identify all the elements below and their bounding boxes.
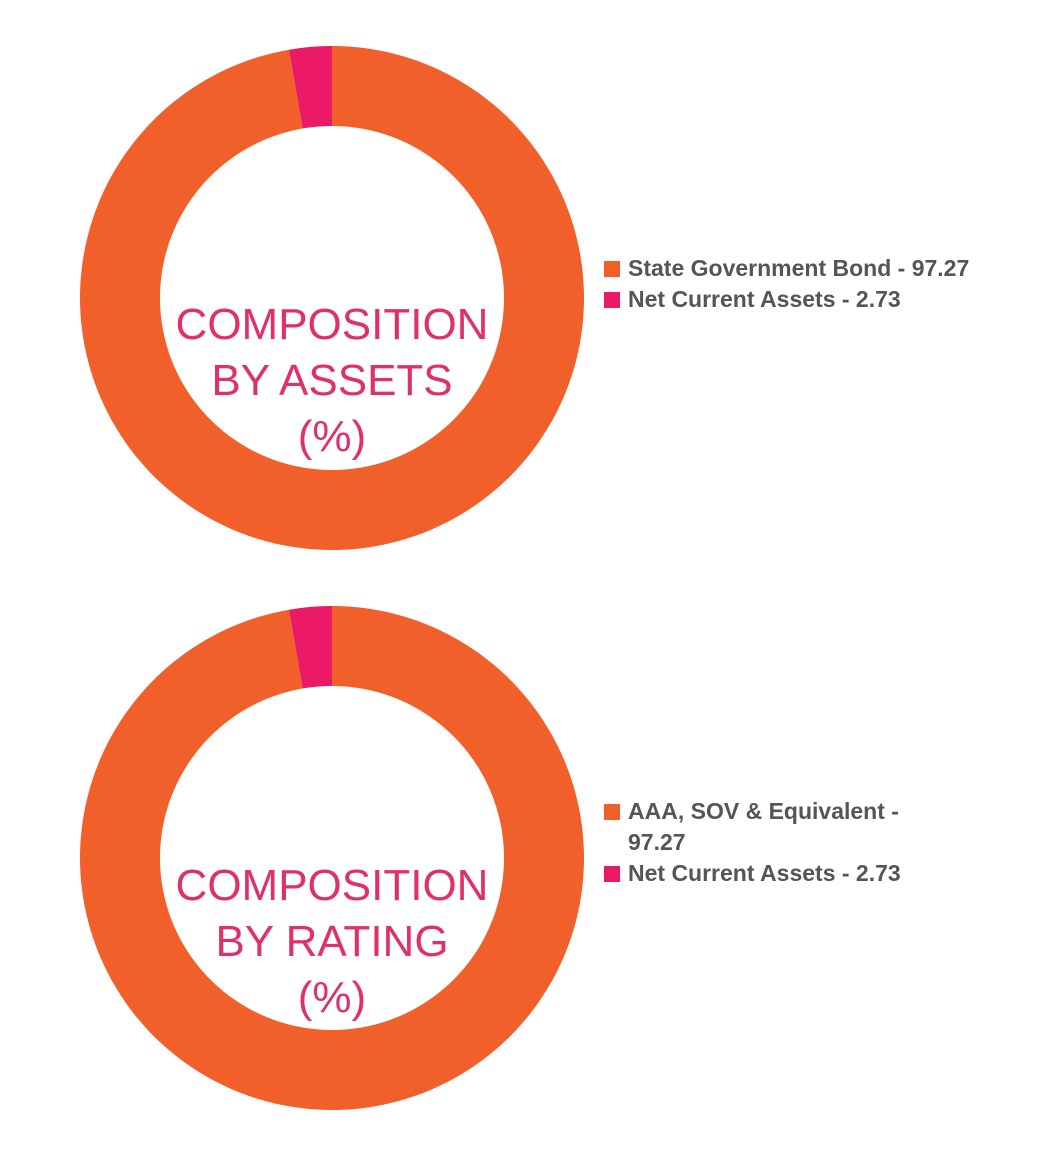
rating-center-label: COMPOSITION BY RATING (%) [152, 858, 512, 1026]
assets-legend-label: State Government Bond - 97.27 [628, 255, 970, 281]
rating-legend: AAA, SOV & Equivalent - 97.27 Net Curren… [604, 796, 934, 889]
rating-legend-swatch-pink [604, 866, 620, 882]
assets-legend-swatch-pink [604, 292, 620, 308]
assets-legend: State Government Bond - 97.27 Net Curren… [604, 253, 1004, 315]
rating-slice-0 [80, 606, 585, 1110]
rating-legend-item-net-current-assets: Net Current Assets - 2.73 [604, 858, 934, 889]
assets-center-line-1: COMPOSITION [175, 300, 489, 349]
assets-center-line-3: (%) [297, 412, 367, 461]
rating-legend-swatch-orange [604, 804, 620, 820]
assets-legend-item-state-government-bond: State Government Bond - 97.27 [604, 253, 1004, 284]
assets-slice-0 [80, 46, 585, 550]
rating-center-line-2: BY RATING [215, 917, 449, 966]
assets-donut-slices [80, 46, 585, 550]
rating-slice-1 [288, 606, 332, 689]
rating-legend-label: Net Current Assets - 2.73 [628, 860, 901, 886]
assets-legend-item-net-current-assets: Net Current Assets - 2.73 [604, 284, 1004, 315]
assets-center-label: COMPOSITION BY ASSETS (%) [152, 297, 512, 465]
assets-donut-chart: COMPOSITION BY ASSETS (%) State Governme… [0, 0, 1038, 560]
assets-slice-1 [288, 46, 332, 129]
rating-legend-item-aaa-sov-equivalent: AAA, SOV & Equivalent - 97.27 [604, 796, 934, 858]
rating-center-line-1: COMPOSITION [175, 861, 489, 910]
assets-donut-svg [80, 46, 585, 550]
rating-donut-svg [80, 606, 585, 1110]
rating-donut-chart: COMPOSITION BY RATING (%) AAA, SOV & Equ… [0, 560, 1038, 1120]
rating-center-line-3: (%) [297, 973, 367, 1022]
assets-legend-label: Net Current Assets - 2.73 [628, 286, 901, 312]
rating-donut-slices [80, 606, 585, 1110]
assets-legend-swatch-orange [604, 261, 620, 277]
assets-center-line-2: BY ASSETS [211, 356, 453, 405]
rating-legend-label: AAA, SOV & Equivalent - 97.27 [628, 798, 899, 855]
